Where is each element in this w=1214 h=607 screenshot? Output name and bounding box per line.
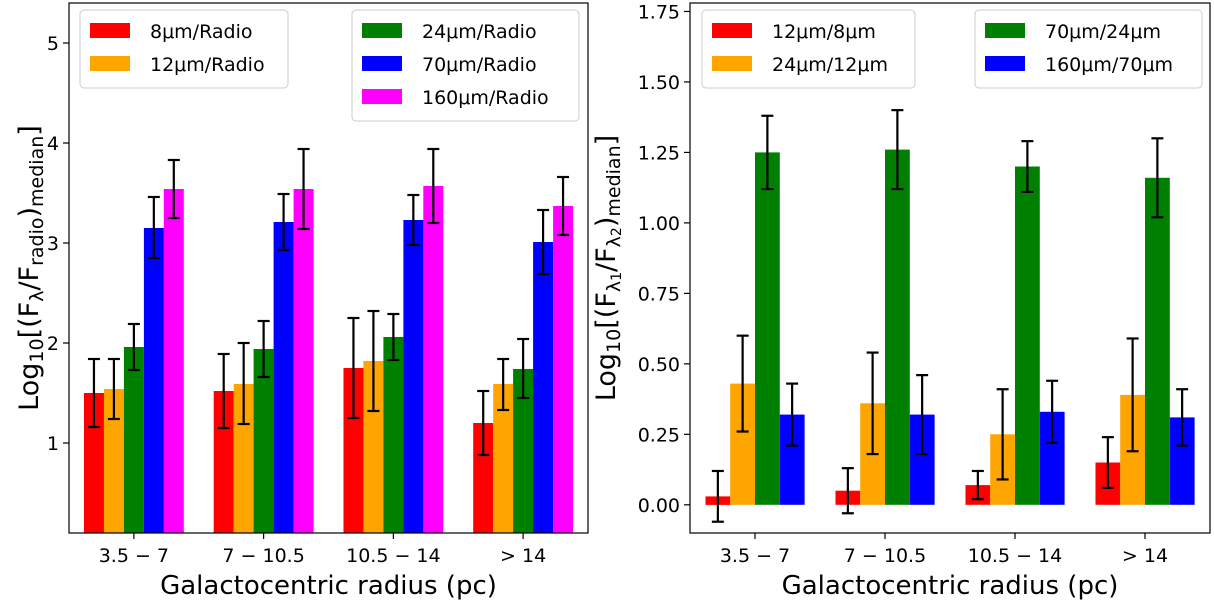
x-axis-label: Galactocentric radius (pc) bbox=[160, 571, 497, 601]
y-tick-label: 2 bbox=[47, 333, 59, 355]
legend-label: 24μm/Radio bbox=[422, 21, 537, 43]
legend-label: 160μm/70μm bbox=[1045, 54, 1173, 76]
x-tick-label: > 14 bbox=[500, 545, 546, 567]
x-tick-label: 3.5 − 7 bbox=[720, 545, 790, 567]
bar-3-4 bbox=[1145, 177, 1170, 505]
y-tick-label: 5 bbox=[47, 33, 59, 55]
ylabel-end: ] bbox=[14, 125, 45, 136]
y-tick-label: 0.50 bbox=[638, 354, 680, 376]
ylabel-log: Log bbox=[591, 353, 622, 401]
bar-5-3 bbox=[423, 186, 444, 533]
y-tick-label: 0.25 bbox=[638, 424, 680, 446]
ylabel-mid: /F bbox=[14, 266, 45, 291]
ylabel-close: ) bbox=[591, 217, 622, 228]
y-tick-label: 0.75 bbox=[638, 283, 680, 305]
bar-4-4 bbox=[533, 242, 554, 533]
y-tick-label: 3 bbox=[47, 233, 59, 255]
bar-2-1 bbox=[103, 389, 124, 533]
legend-label: 12μm/Radio bbox=[150, 54, 265, 76]
bar-1-3 bbox=[343, 368, 364, 533]
legend-swatch bbox=[985, 56, 1025, 71]
legend-swatch bbox=[362, 23, 402, 38]
legend-swatch bbox=[362, 89, 402, 104]
bar-1-2 bbox=[213, 391, 234, 533]
legend-box-right bbox=[974, 9, 1203, 89]
bar-3-4 bbox=[513, 369, 534, 533]
x-tick-label: 10.5 − 14 bbox=[968, 545, 1062, 567]
x-tick-label: > 14 bbox=[1122, 545, 1168, 567]
bar-4-3 bbox=[403, 220, 424, 533]
chart-panel-1: 1 2 3 4 5 3.5 − 7 7 − 10.5 10.5 − 14 > 14Galacto… bbox=[14, 2, 589, 601]
ylabel-sub3: median bbox=[26, 136, 48, 207]
x-tick-label: 3.5 − 7 bbox=[99, 545, 169, 567]
bar-1-4 bbox=[473, 423, 494, 533]
bar-5-2 bbox=[293, 189, 314, 533]
ylabel-mid: /F bbox=[591, 247, 622, 272]
x-tick-label: 10.5 − 14 bbox=[346, 545, 440, 567]
legend-label: 12μm/8μm bbox=[772, 21, 876, 43]
legend-label: 24μm/12μm bbox=[772, 54, 888, 76]
ylabel-body: [(F bbox=[14, 302, 45, 339]
legend-box-left bbox=[701, 9, 916, 89]
bar-3-3 bbox=[383, 337, 404, 533]
ylabel-body: [(F bbox=[591, 292, 622, 329]
plot-frame bbox=[68, 2, 589, 534]
ylabel-sub2b: 2 bbox=[609, 227, 625, 236]
y-tick-label: 1.75 bbox=[638, 1, 680, 23]
bar-4-2 bbox=[273, 222, 294, 533]
bar-2-2 bbox=[233, 384, 254, 533]
x-tick-label: 7 − 10.5 bbox=[844, 545, 926, 567]
y-tick-label: 1.50 bbox=[638, 72, 680, 94]
y-axis-label: Log10[(Fλ1/Fλ2)median] bbox=[591, 135, 625, 401]
legend-swatch bbox=[712, 23, 752, 38]
ylabel-close: ) bbox=[14, 207, 45, 218]
bar-3-3 bbox=[1015, 166, 1040, 505]
ylabel-log: Log bbox=[14, 363, 45, 411]
legend-swatch bbox=[90, 23, 130, 38]
y-tick-label: 1 bbox=[47, 433, 59, 455]
bar-3-1 bbox=[755, 152, 780, 505]
y-axis-label: Log10[(Fλ/Fradio)median] bbox=[14, 125, 48, 411]
ylabel-sub1: λ bbox=[26, 291, 48, 302]
legend-box-left bbox=[79, 9, 289, 89]
bar-5-4 bbox=[553, 206, 574, 533]
legend-swatch bbox=[362, 56, 402, 71]
ylabel-log-base: 10 bbox=[26, 338, 48, 362]
legend-label: 70μm/Radio bbox=[422, 54, 537, 76]
bar-5-1 bbox=[163, 189, 184, 533]
legend-label: 8μm/Radio bbox=[150, 21, 252, 43]
bar-3-2 bbox=[253, 349, 274, 533]
bar-3-1 bbox=[123, 347, 144, 533]
plot-frame bbox=[689, 2, 1211, 534]
legend-box-right bbox=[351, 9, 580, 122]
ylabel-sub2: λ bbox=[603, 236, 625, 247]
y-tick-label: 4 bbox=[47, 133, 59, 155]
legend-label: 160μm/Radio bbox=[422, 87, 549, 109]
bar-4-1 bbox=[143, 228, 164, 533]
x-axis-label: Galactocentric radius (pc) bbox=[782, 571, 1119, 601]
y-tick-label: 1.00 bbox=[638, 213, 680, 235]
legend-swatch bbox=[712, 56, 752, 71]
y-tick-label: 1.25 bbox=[638, 142, 680, 164]
legend-swatch bbox=[985, 23, 1025, 38]
chart-panel-2: 0.00 0.25 0.50 0.75 1.00 1.25 1.50 1.75 3.5 − 7 7… bbox=[591, 1, 1211, 601]
ylabel-sub1: λ bbox=[603, 281, 625, 292]
ylabel-log-base: 10 bbox=[603, 329, 625, 353]
bar-2-3 bbox=[363, 361, 384, 533]
ylabel-sub1b: 1 bbox=[609, 272, 625, 281]
ylabel-end: ] bbox=[591, 135, 622, 146]
ylabel-sub3: median bbox=[603, 145, 625, 216]
y-tick-label: 0.00 bbox=[638, 495, 680, 517]
legend-label: 70μm/24μm bbox=[1045, 21, 1161, 43]
ylabel-sub2: radio bbox=[26, 217, 48, 265]
x-tick-label: 7 − 10.5 bbox=[222, 545, 304, 567]
bar-2-4 bbox=[493, 384, 514, 533]
bar-3-2 bbox=[885, 149, 910, 505]
legend-swatch bbox=[90, 56, 130, 71]
